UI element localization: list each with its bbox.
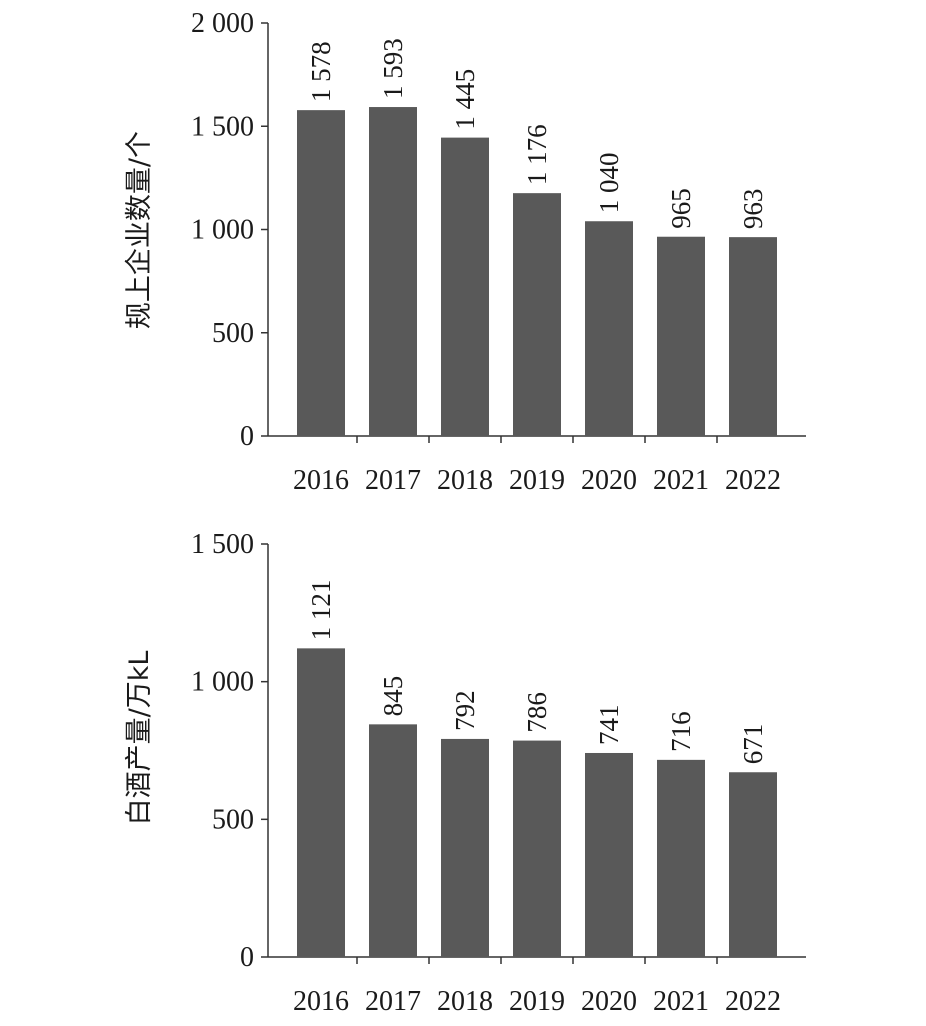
y-tick-label: 2 000 — [191, 8, 254, 39]
data-label: 716 — [666, 711, 696, 752]
x-tick-label: 2018 — [437, 465, 493, 496]
bar — [729, 772, 777, 957]
data-label: 1 176 — [522, 124, 552, 185]
bar — [585, 221, 633, 436]
bar — [513, 740, 561, 957]
chart-liquor-output: 0 500 1 000 1 500 白酒产量/万kL 2016 1 121 2017 845 20… — [124, 529, 806, 1017]
x-tick-label: 2019 — [509, 986, 565, 1017]
data-label: 792 — [450, 690, 480, 731]
bar — [657, 236, 705, 436]
x-tick-label: 2018 — [437, 986, 493, 1017]
bar — [369, 724, 417, 957]
bar — [441, 137, 489, 437]
data-label: 965 — [666, 188, 696, 229]
bar — [657, 759, 705, 957]
data-label: 1 593 — [378, 38, 408, 99]
bar — [729, 237, 777, 436]
x-tick-label: 2020 — [581, 986, 637, 1017]
bar — [369, 107, 417, 436]
x-tick-label: 2016 — [293, 986, 349, 1017]
data-label: 1 445 — [450, 69, 480, 130]
x-tick-label: 2022 — [725, 986, 781, 1017]
bar — [585, 752, 633, 957]
data-label: 1 040 — [594, 152, 624, 213]
bar — [513, 193, 561, 436]
data-label: 786 — [522, 692, 552, 733]
x-tick-label: 2017 — [365, 986, 421, 1017]
y-tick-label: 1 500 — [191, 529, 254, 560]
y-axis-label: 白酒产量/万kL — [124, 651, 155, 826]
data-label: 741 — [594, 704, 624, 745]
y-axis-label: 规上企业数量/个 — [124, 131, 155, 329]
data-label: 1 578 — [306, 41, 336, 102]
bar — [297, 110, 345, 436]
y-tick-label: 1 000 — [191, 215, 254, 246]
x-tick-label: 2021 — [653, 986, 709, 1017]
x-tick-label: 2017 — [365, 465, 421, 496]
data-label: 671 — [738, 724, 768, 765]
x-tick-label: 2016 — [293, 465, 349, 496]
y-tick-label: 500 — [212, 804, 254, 835]
data-label: 963 — [738, 189, 768, 230]
x-tick-label: 2020 — [581, 465, 637, 496]
x-tick-label: 2021 — [653, 465, 709, 496]
bar — [297, 648, 345, 957]
y-tick-label: 1 500 — [191, 111, 254, 142]
x-tick-label: 2022 — [725, 465, 781, 496]
data-label: 1 121 — [306, 580, 336, 641]
data-label: 845 — [378, 676, 408, 717]
y-tick-label: 0 — [240, 942, 254, 973]
y-tick-label: 500 — [212, 318, 254, 349]
y-tick-label: 0 — [240, 421, 254, 452]
bar — [441, 738, 489, 957]
chart-enterprise-count: 0 500 1 000 1 500 2 000 规上企业数量/个 2016 1 578 2017… — [124, 8, 806, 496]
y-tick-label: 1 000 — [191, 667, 254, 698]
x-tick-label: 2019 — [509, 465, 565, 496]
